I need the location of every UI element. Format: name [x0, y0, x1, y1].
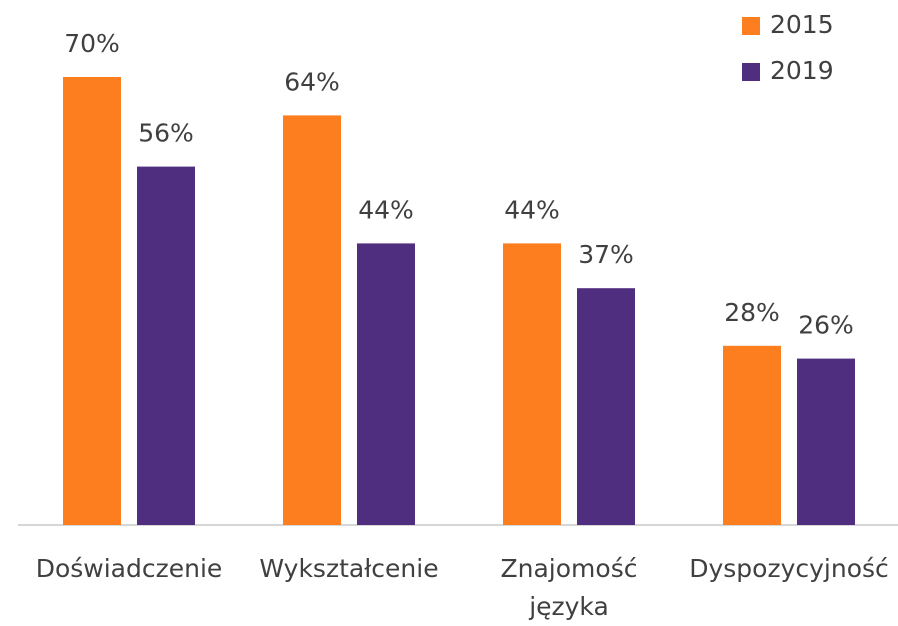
legend-swatch	[742, 63, 760, 81]
legend-label: 2015	[770, 10, 834, 39]
value-label: 37%	[578, 240, 634, 269]
value-label: 28%	[724, 298, 780, 327]
legend-label: 2019	[770, 56, 834, 85]
bar	[357, 243, 415, 525]
bar	[797, 358, 855, 525]
value-label: 44%	[358, 195, 414, 224]
x-tick-label: Doświadczenie	[36, 554, 223, 583]
x-tick-label: Dyspozycyjność	[689, 554, 889, 583]
x-tick-label: Wykształcenie	[259, 554, 438, 583]
value-label: 56%	[138, 119, 194, 148]
x-tick-label: Znajomość języka	[501, 554, 638, 621]
value-label: 70%	[64, 29, 120, 58]
bar	[577, 288, 635, 525]
value-label: 64%	[284, 67, 340, 96]
bar	[137, 166, 195, 525]
legend-swatch	[742, 17, 760, 35]
bar	[283, 115, 341, 526]
bar	[503, 243, 561, 525]
value-label: 44%	[504, 195, 560, 224]
bar	[63, 77, 121, 525]
bar	[723, 345, 781, 525]
value-label: 26%	[798, 311, 854, 340]
